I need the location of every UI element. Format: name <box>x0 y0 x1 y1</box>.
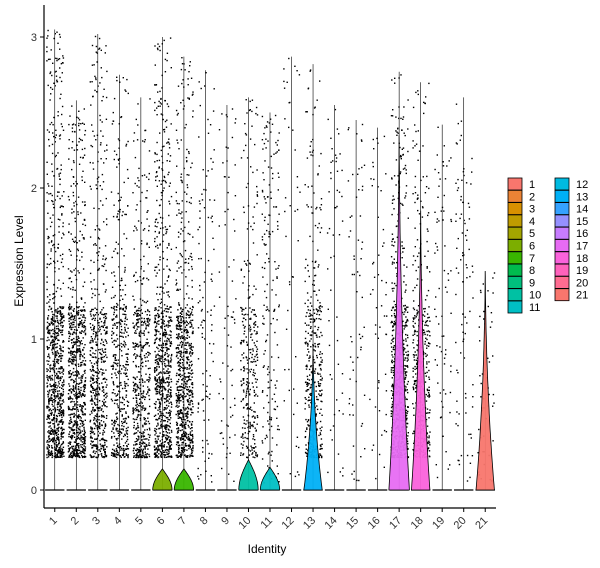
legend-swatch-10 <box>507 288 523 302</box>
x-tick-label-5: 5 <box>133 515 146 528</box>
x-tick-label-19: 19 <box>430 515 447 532</box>
x-tick-label-21: 21 <box>473 515 490 532</box>
violin-10 <box>238 458 259 491</box>
x-tick-label-12: 12 <box>279 515 296 532</box>
legend-swatch-11 <box>507 300 523 314</box>
legend-label-5: 5 <box>529 228 535 240</box>
legend-label-19: 19 <box>576 265 588 277</box>
legend-label-11: 11 <box>529 302 540 314</box>
legend-label-6: 6 <box>529 241 535 253</box>
y-axis-title: Expression Level <box>12 215 26 306</box>
legend-swatch-14 <box>554 202 570 216</box>
legend-label-12: 12 <box>576 179 588 191</box>
x-tick-label-9: 9 <box>219 515 232 528</box>
legend-label-9: 9 <box>529 277 535 289</box>
x-tick-label-8: 8 <box>198 515 211 528</box>
legend-swatch-16 <box>554 226 570 240</box>
legend-swatch-18 <box>554 251 570 265</box>
x-tick-label-20: 20 <box>452 515 469 532</box>
x-tick-label-7: 7 <box>176 515 189 528</box>
legend-swatch-13 <box>554 189 570 203</box>
legend-swatch-1 <box>507 177 523 191</box>
legend-swatch-6 <box>507 239 523 252</box>
legend-label-14: 14 <box>576 204 588 216</box>
y-tick-label-2: 2 <box>31 183 37 195</box>
legend-label-15: 15 <box>576 216 588 228</box>
x-tick-label-1: 1 <box>47 515 60 528</box>
legend-swatch-15 <box>554 214 570 228</box>
legend-label-20: 20 <box>576 277 588 289</box>
legend-swatch-4 <box>507 214 523 228</box>
legend-swatch-12 <box>554 177 570 191</box>
legend-swatch-9 <box>507 275 523 289</box>
legend-swatch-19 <box>554 263 570 277</box>
legend-label-18: 18 <box>576 253 588 265</box>
x-tick-label-3: 3 <box>90 515 103 528</box>
jitter-points <box>45 29 496 491</box>
legend-label-8: 8 <box>529 265 535 277</box>
violin-6 <box>152 468 173 491</box>
legend-swatch-5 <box>507 226 523 240</box>
y-tick-label-0: 0 <box>31 485 37 497</box>
legend-swatch-17 <box>554 239 570 252</box>
legend-label-21: 21 <box>576 290 588 302</box>
legend-label-16: 16 <box>576 228 588 240</box>
x-tick-label-2: 2 <box>69 515 82 528</box>
legend-label-10: 10 <box>529 290 541 302</box>
violin-17 <box>388 135 410 491</box>
violin-21 <box>475 271 495 491</box>
violins <box>152 135 495 491</box>
violin-7 <box>173 468 194 491</box>
x-tick-label-16: 16 <box>366 515 383 532</box>
x-tick-label-17: 17 <box>387 515 404 532</box>
legend-label-1: 1 <box>529 179 535 191</box>
legend-swatch-3 <box>507 202 523 216</box>
y-tick-label-3: 3 <box>31 32 37 44</box>
violin-11 <box>259 466 281 491</box>
x-axis-title: Identity <box>248 542 287 556</box>
legend-label-17: 17 <box>576 241 588 253</box>
y-tick-label-1: 1 <box>31 334 37 346</box>
x-tick-label-13: 13 <box>301 515 318 532</box>
legend-swatch-8 <box>507 263 523 277</box>
legend-label-13: 13 <box>576 191 588 203</box>
legend-label-4: 4 <box>529 216 535 228</box>
x-tick-label-11: 11 <box>259 515 276 532</box>
violin-13 <box>303 346 323 491</box>
violin-18 <box>411 210 431 491</box>
legend-label-2: 2 <box>529 191 535 203</box>
legend-swatch-20 <box>554 275 570 289</box>
legend-swatch-21 <box>554 288 570 302</box>
x-tick-label-6: 6 <box>155 515 168 528</box>
x-tick-label-4: 4 <box>112 515 125 528</box>
x-tick-label-14: 14 <box>323 515 340 532</box>
legend-label-7: 7 <box>529 253 535 265</box>
x-tick-label-18: 18 <box>409 515 426 532</box>
legend-swatch-7 <box>507 251 523 265</box>
x-tick-label-15: 15 <box>344 515 361 532</box>
legend-label-3: 3 <box>529 204 535 216</box>
x-tick-label-10: 10 <box>236 515 253 532</box>
legend-swatch-2 <box>507 189 523 203</box>
